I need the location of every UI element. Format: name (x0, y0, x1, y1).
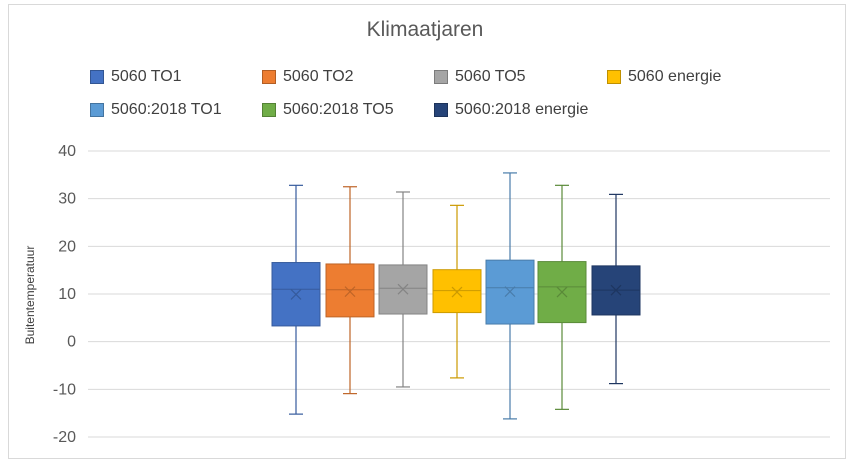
legend-label: 5060 energie (628, 68, 722, 85)
mean-marker (451, 286, 463, 298)
mean-marker (504, 286, 516, 298)
legend-label: 5060:2018 TO5 (283, 101, 394, 118)
legend-swatch (262, 70, 276, 84)
legend-label: 5060:2018 energie (455, 101, 589, 118)
chart-frame (8, 4, 846, 459)
legend-label: 5060:2018 TO1 (111, 101, 222, 118)
legend-item: 5060 TO1 (90, 68, 182, 86)
y-tick-label: -10 (53, 381, 76, 398)
y-tick-label: 30 (58, 191, 76, 208)
legend-item: 5060 TO2 (262, 68, 354, 86)
y-tick-label: 0 (67, 334, 76, 351)
legend-swatch (434, 70, 448, 84)
legend-swatch (262, 103, 276, 117)
y-tick-label: 10 (58, 286, 76, 303)
y-tick-label: 40 (58, 143, 76, 160)
legend-label: 5060 TO1 (111, 68, 182, 85)
legend-item: 5060:2018 TO1 (90, 101, 222, 119)
legend-label: 5060 TO5 (455, 68, 526, 85)
mean-marker (290, 289, 302, 300)
y-tick-label: 20 (58, 238, 76, 255)
mean-marker (556, 286, 568, 298)
chart-title: Klimaatjaren (366, 18, 484, 41)
legend-item: 5060 energie (607, 68, 721, 86)
legend-item: 5060:2018 energie (434, 101, 588, 119)
mean-marker (344, 286, 356, 298)
legend-swatch (434, 103, 448, 117)
legend-label: 5060 TO2 (283, 68, 354, 85)
legend-swatch (607, 70, 621, 84)
legend-swatch (90, 103, 104, 117)
legend-swatch (90, 70, 104, 84)
mean-marker (610, 284, 622, 296)
legend-item: 5060 TO5 (434, 68, 526, 86)
y-tick-label: -20 (53, 429, 76, 446)
mean-marker (397, 283, 409, 295)
legend-item: 5060:2018 TO5 (262, 101, 394, 119)
box (325, 263, 375, 318)
